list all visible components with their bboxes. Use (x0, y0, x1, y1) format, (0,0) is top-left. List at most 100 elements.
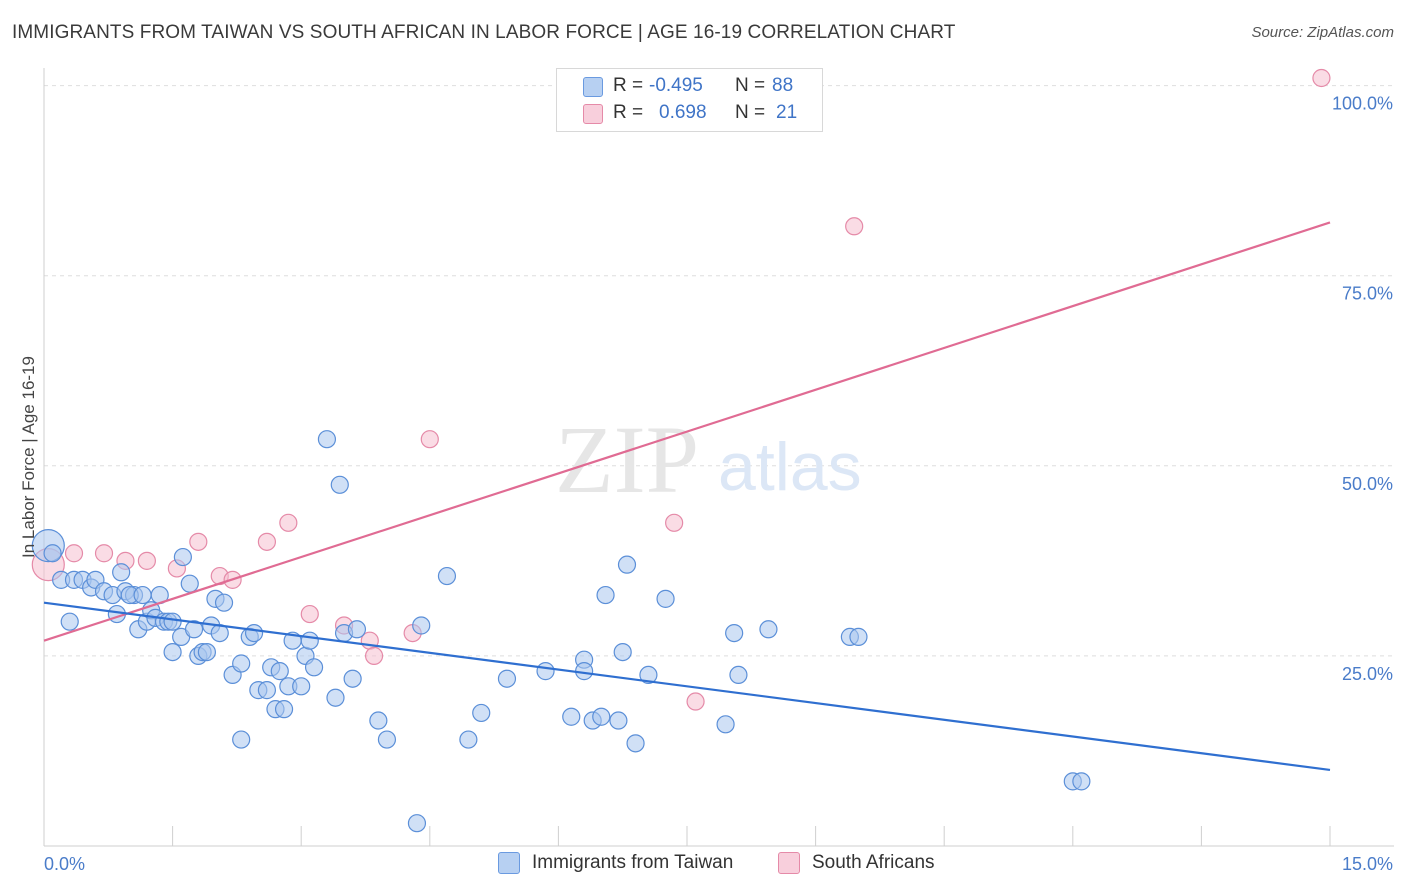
legend-item-south-africans[interactable]: South Africans (778, 852, 935, 874)
y-tick-labels: 25.0% 50.0% 75.0% 100.0% (1332, 94, 1393, 684)
point-taiwan (60, 612, 79, 631)
point-taiwan (639, 665, 658, 685)
point-taiwan (716, 715, 735, 734)
point-south-africans (257, 532, 277, 551)
stats-swatch-taiwan (583, 77, 603, 97)
axes (43, 68, 1394, 847)
x-ticks (172, 826, 1331, 846)
point-taiwan (562, 707, 581, 726)
x-tick-label: 15.0% (1342, 854, 1393, 874)
point-taiwan (300, 631, 319, 650)
point-taiwan (257, 681, 277, 700)
point-taiwan (437, 566, 457, 586)
n-label: N = (735, 75, 766, 96)
point-taiwan (592, 707, 611, 726)
point-taiwan (163, 612, 182, 631)
point-taiwan (617, 555, 637, 574)
trend-lines (43, 221, 1331, 772)
point-taiwan (369, 711, 388, 730)
point-south-africans (189, 532, 208, 551)
stats-row-taiwan: R = -0.495 N = 88 (557, 73, 822, 99)
point-taiwan (232, 730, 251, 749)
point-taiwan (849, 627, 868, 646)
point-south-africans (364, 646, 384, 666)
point-taiwan (343, 669, 362, 688)
point-taiwan (407, 814, 427, 833)
legend-item-taiwan[interactable]: Immigrants from Taiwan (498, 852, 733, 874)
legend-swatch-taiwan (498, 852, 520, 874)
point-taiwan (43, 544, 62, 563)
point-taiwan (244, 623, 264, 643)
x-tick-label: 0.0% (44, 854, 85, 874)
point-taiwan (497, 669, 517, 688)
legend: Immigrants from Taiwan South Africans (0, 852, 1406, 878)
point-taiwan (613, 642, 632, 662)
source-credit: Source: ZipAtlas.com (1251, 24, 1394, 41)
stats-row-south-africans: R = 0.698 N = 21 (557, 100, 822, 126)
point-taiwan (133, 585, 152, 605)
watermark: ZIP atlas (555, 406, 862, 513)
y-tick-label: 25.0% (1342, 664, 1393, 684)
watermark-zip: ZIP (555, 406, 699, 513)
r-value-taiwan: -0.495 (649, 75, 703, 96)
legend-label-taiwan: Immigrants from Taiwan (532, 852, 734, 873)
y-tick-label: 50.0% (1342, 474, 1393, 494)
series-taiwan-points (31, 430, 1091, 833)
point-south-africans (279, 513, 298, 532)
y-tick-label: 75.0% (1342, 284, 1393, 304)
watermark-atlas: atlas (718, 429, 862, 505)
series-south-africans-points (31, 68, 1331, 711)
r-label: R = (613, 102, 644, 123)
point-south-africans (420, 430, 439, 449)
point-south-africans (137, 551, 156, 570)
point-taiwan (459, 730, 478, 749)
point-south-africans (665, 513, 684, 532)
point-taiwan (270, 662, 289, 681)
gridlines (44, 85, 1394, 657)
point-taiwan (609, 711, 628, 730)
point-taiwan (304, 658, 324, 677)
point-taiwan (197, 642, 216, 662)
point-taiwan (292, 677, 311, 696)
r-label: R = (613, 75, 644, 96)
point-taiwan (536, 662, 555, 681)
n-value-south-africans: 21 (776, 102, 798, 123)
legend-swatch-south-africans (778, 852, 800, 874)
point-taiwan (317, 430, 337, 449)
stats-swatch-south-africans (583, 104, 603, 124)
point-taiwan (330, 475, 349, 494)
point-taiwan (377, 730, 397, 749)
chart-title: IMMIGRANTS FROM TAIWAN VS SOUTH AFRICAN … (12, 22, 956, 43)
point-taiwan (184, 620, 204, 639)
point-taiwan (759, 620, 778, 639)
legend-label-south-africans: South Africans (812, 852, 935, 873)
point-taiwan (1072, 772, 1091, 791)
point-taiwan (163, 642, 182, 662)
n-value-taiwan: 88 (772, 75, 794, 96)
point-taiwan (412, 616, 431, 635)
stats-box: R = -0.495 N = 88 R = 0.698 N = 21 (556, 68, 823, 132)
point-south-africans (1312, 68, 1331, 88)
y-axis-label: In Labor Force | Age 16-19 (19, 356, 38, 558)
trend-line-taiwan (43, 601, 1331, 772)
point-taiwan (180, 574, 199, 593)
point-taiwan (173, 547, 192, 567)
point-south-africans (845, 217, 864, 236)
point-south-africans (64, 544, 84, 563)
point-south-africans (686, 692, 705, 711)
point-south-africans (300, 604, 319, 624)
point-taiwan (232, 654, 251, 673)
point-taiwan (472, 703, 491, 723)
point-taiwan (656, 589, 675, 608)
n-label: N = (735, 102, 766, 123)
y-tick-label: 100.0% (1332, 94, 1393, 114)
r-value-south-africans: 0.698 (659, 102, 707, 123)
point-taiwan (326, 688, 345, 707)
point-taiwan (626, 734, 645, 753)
point-taiwan (112, 563, 131, 582)
point-taiwan (347, 620, 367, 639)
trend-line-south-africans (43, 221, 1331, 642)
point-taiwan (729, 665, 748, 685)
point-taiwan (214, 593, 234, 612)
